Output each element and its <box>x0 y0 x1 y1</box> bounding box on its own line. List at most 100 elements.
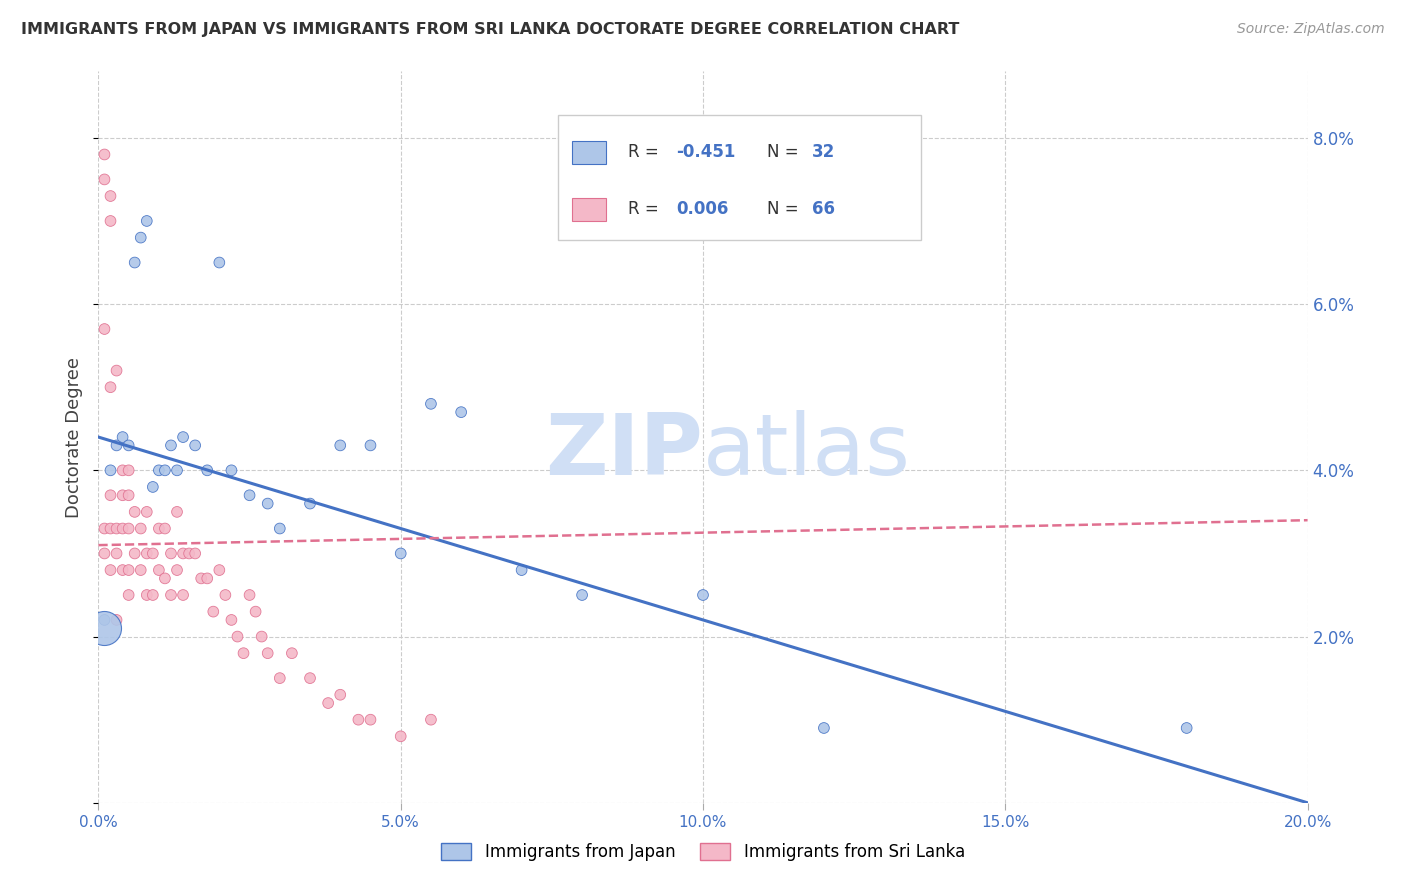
Text: N =: N = <box>768 201 804 219</box>
Point <box>93 322 115 336</box>
Point <box>316 696 339 710</box>
Point <box>166 505 188 519</box>
Point <box>208 255 231 269</box>
Point <box>184 546 207 560</box>
Point <box>111 463 134 477</box>
Point <box>232 646 254 660</box>
Point <box>93 613 115 627</box>
Point <box>195 571 218 585</box>
Point <box>166 563 188 577</box>
Text: 32: 32 <box>811 143 835 161</box>
Legend: Immigrants from Japan, Immigrants from Sri Lanka: Immigrants from Japan, Immigrants from S… <box>434 836 972 868</box>
Point <box>226 630 249 644</box>
Point <box>299 671 322 685</box>
Point <box>239 488 262 502</box>
Point <box>105 521 128 535</box>
Point <box>250 630 273 644</box>
Text: R =: R = <box>628 143 664 161</box>
Point <box>100 563 122 577</box>
Point <box>100 380 122 394</box>
Point <box>118 588 141 602</box>
Point <box>93 621 115 635</box>
Point <box>153 521 176 535</box>
Point <box>100 463 122 477</box>
Point <box>100 521 122 535</box>
Point <box>148 521 170 535</box>
Point <box>245 605 267 619</box>
Point <box>389 546 412 560</box>
Point <box>118 463 141 477</box>
Point <box>813 721 835 735</box>
Point <box>129 230 152 244</box>
Point <box>124 255 146 269</box>
Point <box>111 488 134 502</box>
Point <box>329 438 352 452</box>
Text: atlas: atlas <box>703 410 911 493</box>
Point <box>148 563 170 577</box>
Point <box>221 463 243 477</box>
Point <box>111 521 134 535</box>
Point <box>135 546 157 560</box>
Point <box>172 588 194 602</box>
Point <box>692 588 714 602</box>
Point <box>299 497 322 511</box>
Point <box>118 438 141 452</box>
Text: 66: 66 <box>811 201 835 219</box>
Point <box>129 563 152 577</box>
Point <box>153 571 176 585</box>
Point <box>269 671 291 685</box>
FancyBboxPatch shape <box>572 141 606 164</box>
Point <box>135 214 157 228</box>
Point <box>160 546 183 560</box>
Point <box>420 397 443 411</box>
Point <box>347 713 370 727</box>
Point <box>190 571 212 585</box>
Point <box>256 497 278 511</box>
Text: 0.006: 0.006 <box>676 201 728 219</box>
Point <box>256 646 278 660</box>
Text: Source: ZipAtlas.com: Source: ZipAtlas.com <box>1237 22 1385 37</box>
Point <box>1175 721 1198 735</box>
Point <box>221 613 243 627</box>
Point <box>142 588 165 602</box>
Point <box>329 688 352 702</box>
Point <box>93 521 115 535</box>
Point <box>129 521 152 535</box>
Point <box>239 588 262 602</box>
Point <box>105 363 128 377</box>
Point <box>142 546 165 560</box>
FancyBboxPatch shape <box>572 199 606 221</box>
Point <box>100 488 122 502</box>
Point <box>195 463 218 477</box>
Point <box>118 488 141 502</box>
Y-axis label: Doctorate Degree: Doctorate Degree <box>65 357 83 517</box>
Point <box>269 521 291 535</box>
Point <box>214 588 236 602</box>
Point <box>118 563 141 577</box>
Point <box>510 563 533 577</box>
Point <box>281 646 304 660</box>
Point <box>111 563 134 577</box>
Text: N =: N = <box>768 143 804 161</box>
Point <box>184 438 207 452</box>
Point <box>172 430 194 444</box>
Point <box>105 546 128 560</box>
Point <box>93 172 115 186</box>
Point <box>111 430 134 444</box>
Text: -0.451: -0.451 <box>676 143 735 161</box>
Point <box>360 713 382 727</box>
Point <box>148 463 170 477</box>
Point <box>93 546 115 560</box>
Point <box>389 729 412 743</box>
Point <box>135 588 157 602</box>
Point <box>135 505 157 519</box>
Point <box>360 438 382 452</box>
Point <box>160 588 183 602</box>
Point <box>93 147 115 161</box>
Point <box>105 438 128 452</box>
Point <box>172 546 194 560</box>
Text: ZIP: ZIP <box>546 410 703 493</box>
Point <box>208 563 231 577</box>
Point <box>571 588 593 602</box>
Point <box>105 613 128 627</box>
